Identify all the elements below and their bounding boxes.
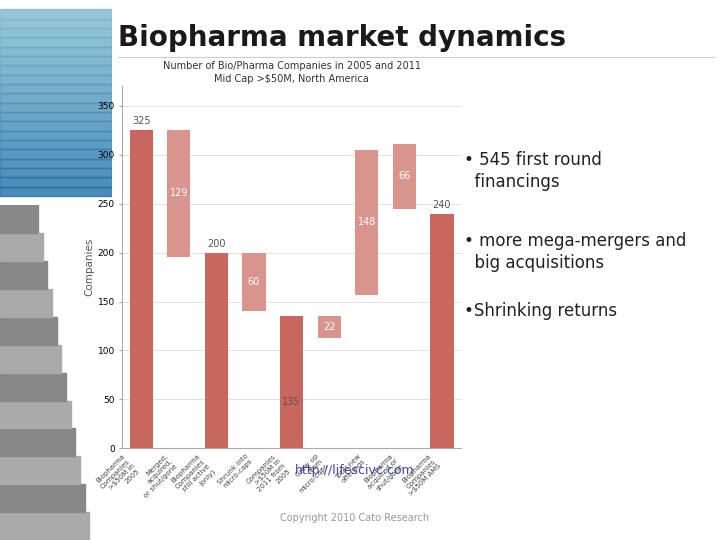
Bar — [280, 316, 303, 448]
Bar — [130, 130, 153, 448]
Text: 129: 129 — [169, 188, 188, 199]
Bar — [355, 150, 379, 295]
Bar — [392, 144, 416, 208]
Bar — [0, 186, 112, 196]
Bar — [0, 233, 42, 261]
Bar — [431, 213, 454, 448]
Bar — [0, 177, 112, 186]
Text: • more mega-mergers and
  big acquisitions: • more mega-mergers and big acquisitions — [464, 232, 687, 272]
Title: Number of Bio/Pharma Companies in 2005 and 2011
Mid Cap >$50M, North America: Number of Bio/Pharma Companies in 2005 a… — [163, 61, 420, 84]
Bar — [0, 56, 112, 65]
Bar — [0, 512, 89, 540]
Text: Biopharma market dynamics: Biopharma market dynamics — [117, 24, 566, 52]
Bar — [0, 9, 112, 19]
Bar — [0, 345, 61, 373]
Bar — [0, 159, 112, 168]
Bar — [0, 168, 112, 177]
Y-axis label: Companies: Companies — [85, 238, 95, 296]
Bar — [0, 289, 52, 317]
Text: • 545 first round
  financings: • 545 first round financings — [464, 151, 603, 191]
Text: Copyright 2010 Cato Research: Copyright 2010 Cato Research — [280, 513, 430, 523]
Text: 60: 60 — [248, 277, 260, 287]
Text: 22: 22 — [323, 322, 336, 332]
Bar — [0, 484, 85, 512]
Bar — [0, 112, 112, 122]
Bar — [0, 75, 112, 84]
Bar — [243, 253, 266, 311]
Bar — [0, 149, 112, 159]
Bar — [0, 373, 66, 401]
Text: 148: 148 — [358, 217, 376, 227]
Text: 135: 135 — [282, 397, 301, 407]
Bar — [0, 103, 112, 112]
Bar — [318, 316, 341, 338]
Bar — [0, 428, 76, 456]
Text: 325: 325 — [132, 117, 150, 126]
Text: 200: 200 — [207, 239, 225, 249]
Bar — [0, 46, 112, 56]
Bar — [204, 253, 228, 448]
Bar — [0, 84, 112, 93]
Bar — [0, 317, 57, 345]
Bar — [0, 37, 112, 46]
Bar — [0, 140, 112, 149]
Bar — [0, 19, 112, 28]
Bar — [0, 28, 112, 37]
Text: 240: 240 — [433, 200, 451, 210]
Text: http://lifescivc.com: http://lifescivc.com — [295, 464, 415, 477]
Bar — [0, 261, 48, 289]
Bar — [0, 65, 112, 75]
Bar — [0, 456, 80, 484]
Bar — [0, 131, 112, 140]
Bar — [167, 130, 191, 256]
Bar — [0, 205, 38, 233]
Bar — [0, 93, 112, 103]
Text: •Shrinking returns: •Shrinking returns — [464, 302, 618, 320]
Bar — [0, 122, 112, 131]
Bar — [0, 401, 71, 428]
Text: 66: 66 — [398, 171, 410, 181]
